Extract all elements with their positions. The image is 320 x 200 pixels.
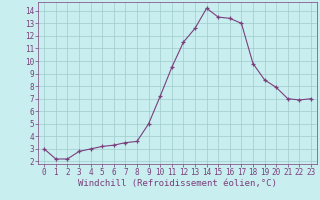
X-axis label: Windchill (Refroidissement éolien,°C): Windchill (Refroidissement éolien,°C) — [78, 179, 277, 188]
